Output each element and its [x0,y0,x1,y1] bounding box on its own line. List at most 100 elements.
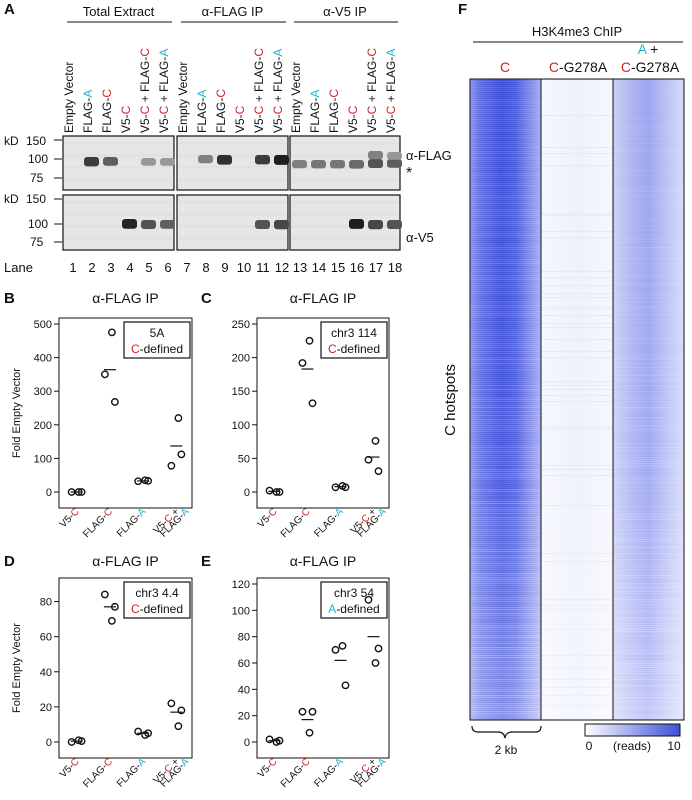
lane-number: 12 [275,260,289,275]
lane-label-part: A [308,90,322,98]
x-category-label: FLAG-C [279,506,313,540]
data-point [338,641,347,650]
heatmap-fade [470,79,684,720]
western-band [387,152,402,160]
colorbar-label: (reads) [613,739,651,753]
panel-letter: D [4,553,15,570]
lane-label-part: C [157,105,171,114]
lane-number: 13 [293,260,307,275]
inset-letter: C [131,602,140,616]
lane-number: 5 [145,260,152,275]
lane-label: V5-C [119,105,133,133]
blot-texture [179,225,286,228]
column-label-c-g278a-2-part: C [621,59,631,75]
blot-texture [292,213,398,216]
x-category-label: V5-C [256,506,280,530]
kd-label: kD [4,192,19,206]
western-band [311,160,326,169]
x-category-label: FLAG-C [81,756,115,790]
y-tick-label: 20 [238,711,250,723]
blot-texture [179,154,286,157]
blot-texture [292,225,398,228]
panel-a-western-blot: A Total Extract α-FLAG IP α-V5 IP Empty Vect… [4,1,452,275]
lane-label-part: Empty Vector [62,62,76,133]
inset-label-line1: chr3 114 [331,326,377,340]
lane-number: 17 [369,260,383,275]
data-point [265,486,274,495]
lane-label-part: FLAG- [308,98,322,133]
blot-texture [292,154,398,157]
scatter-title: α-FLAG IP [92,553,158,569]
column-label-a-plus: A + [638,41,659,57]
lane-label-part: C [138,48,152,57]
blot-texture [179,178,286,181]
blot-texture [65,201,172,204]
heatmap-title: H3K4me3 ChIP [532,24,622,39]
lane-label: V5-C + FLAG-C [252,48,266,133]
x-category-label: FLAG-C [81,506,115,540]
lane-label: FLAG-A [81,90,95,133]
colorbar-max: 10 [667,739,681,753]
lane-label-part: C [384,105,398,114]
blot-texture [292,201,398,204]
antibody-label-flag: α-FLAG [406,148,452,163]
data-point [167,461,176,470]
group-title: α-FLAG IP [202,4,264,19]
x-category-label: FLAG-A [115,756,149,790]
x-category-label: V5-C [58,506,82,530]
lane-label-part: V5- [271,114,285,133]
kd-mark: 100 [28,152,48,166]
data-point [298,359,307,367]
lane-label-part: V5- [365,114,379,133]
kd-mark: 100 [28,217,48,231]
lane-label-part: FLAG- [195,98,209,133]
asterisk-label: * [406,165,412,182]
lane-label-part: V5- [119,114,133,133]
data-point [364,595,373,604]
western-band [330,160,345,169]
kd-label: kD [4,134,19,148]
western-band [198,155,213,164]
kd-mark: 150 [26,134,46,148]
western-band [349,160,364,169]
kd-mark: 150 [26,192,46,206]
inset-label-box [320,581,388,619]
western-band [292,160,307,169]
lane-label-part: A [157,49,171,57]
lane-label-part: V5- [346,114,360,133]
inset-label-box [123,321,191,359]
lane-label: Empty Vector [62,62,76,133]
y-tick-label: 200 [232,353,250,365]
lane-label-part: FLAG- [100,98,114,133]
panel-letter: C [201,290,212,307]
data-point [308,399,317,408]
x-category-label: FLAG-C [279,756,313,790]
inset-label-line2: A-defined [328,602,379,616]
lane-label-part: + FLAG- [365,57,379,106]
blot-texture [179,201,286,204]
western-band [349,219,364,229]
y-tick-label: 100 [232,420,250,432]
lane-label-part: + FLAG- [138,57,152,106]
scatter-title: α-FLAG IP [92,290,158,306]
panel-letter: B [4,290,15,307]
blot-texture [179,166,286,169]
lane-label-part: A [384,49,398,57]
inset-label-box [320,321,388,359]
y-tick-label: 50 [238,453,250,465]
lane-label-part: C [214,89,228,98]
lane-number: 4 [126,260,133,275]
lane-label-part: Empty Vector [176,62,190,133]
heatmap-frame [469,78,685,721]
data-point [174,722,183,731]
lane-label: V5-C + FLAG-C [138,48,152,133]
lane-number: 3 [107,260,114,275]
lane-label: FLAG-A [308,90,322,133]
lane-label: FLAG-A [195,90,209,133]
column-label-c-g278a: C-G278A [549,59,608,75]
western-band [160,220,175,229]
lane-number: 14 [312,260,326,275]
